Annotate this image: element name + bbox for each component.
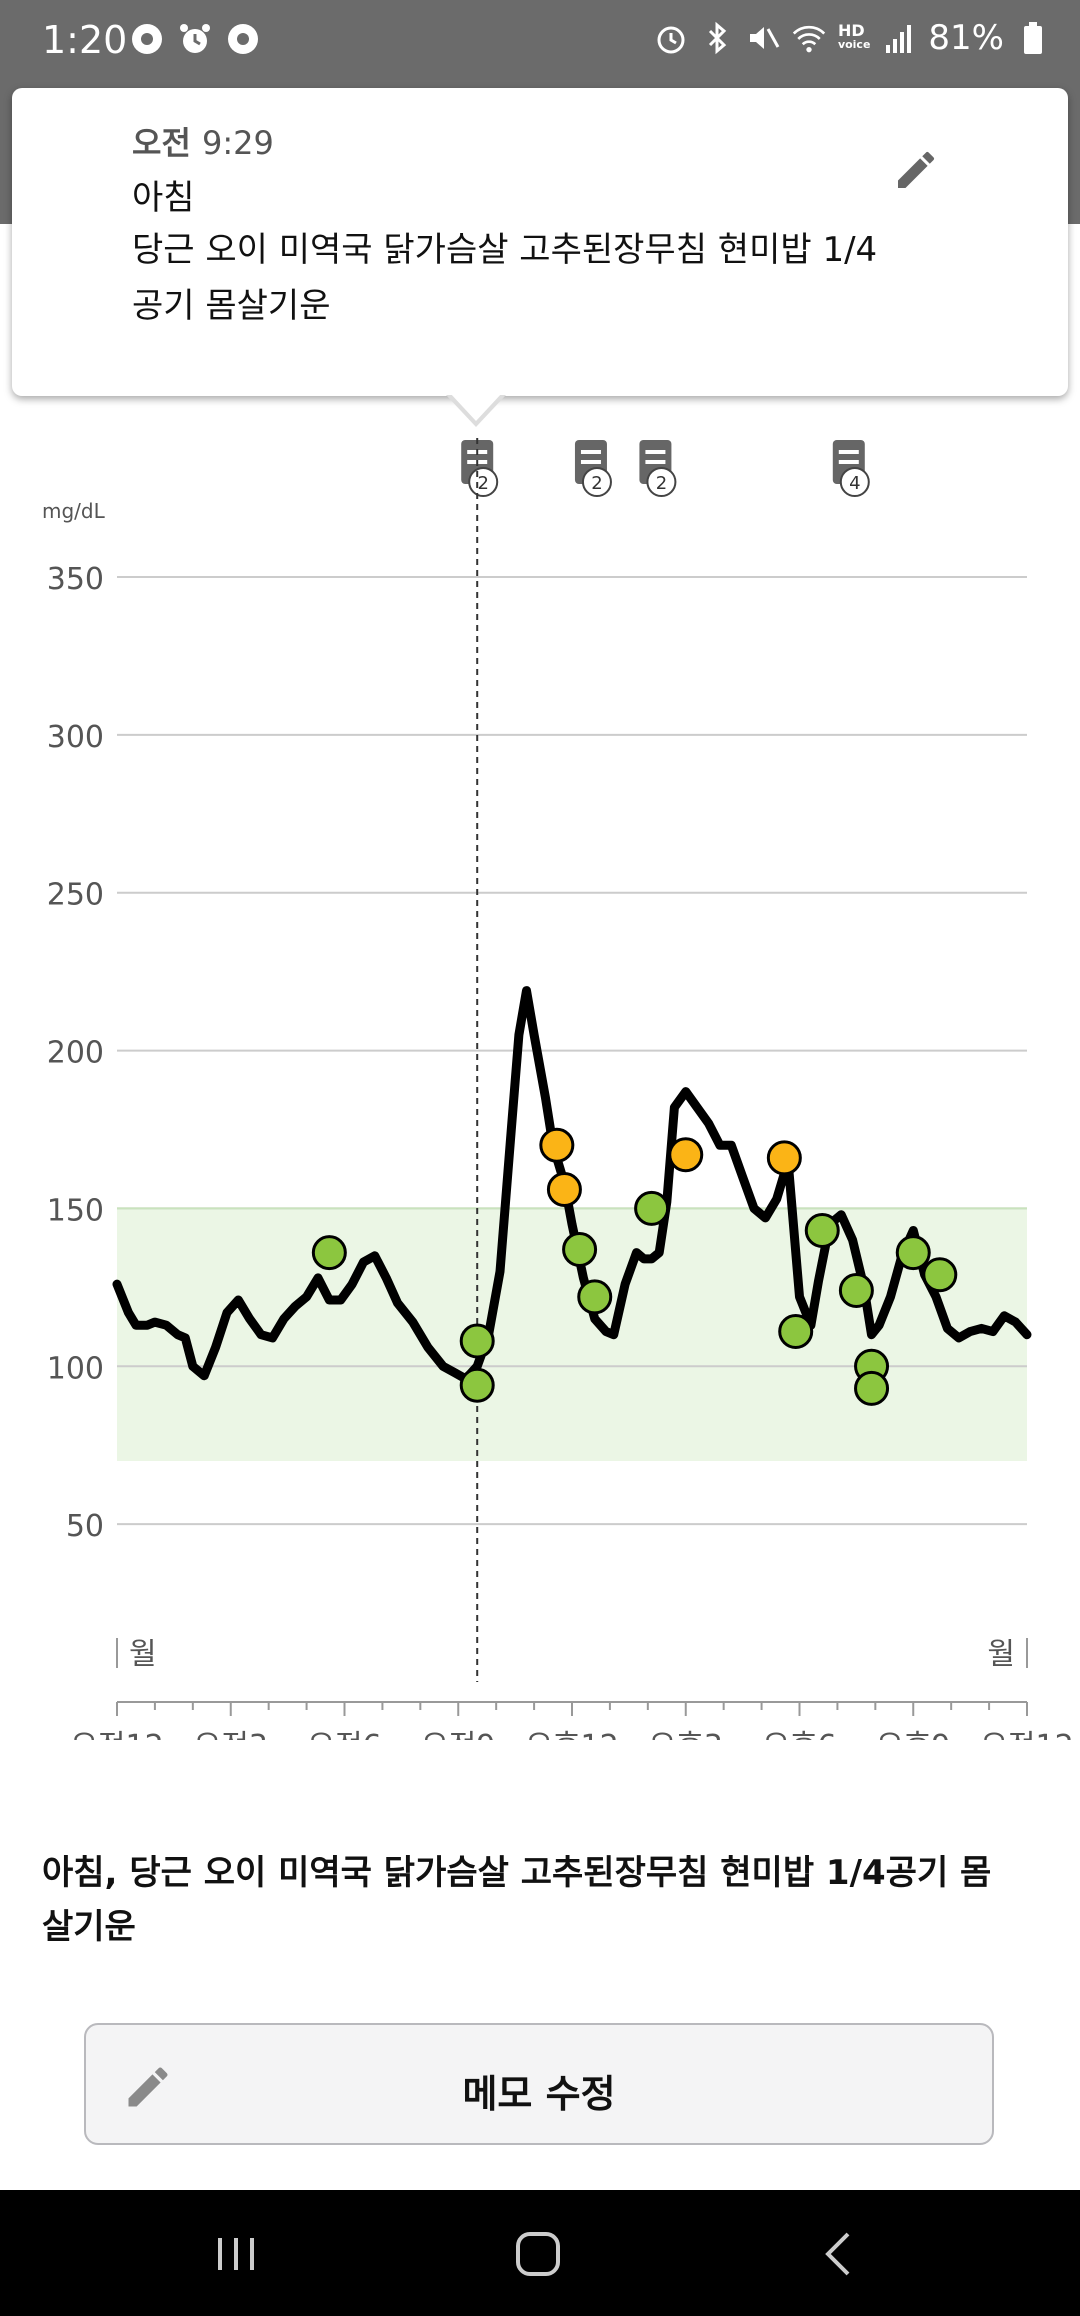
y-tick-label: 100 — [47, 1351, 104, 1386]
reading-point[interactable] — [459, 1323, 495, 1359]
edit-memo-button[interactable]: 메모 수정 — [84, 2023, 994, 2145]
record-icon — [226, 22, 260, 56]
note-icon-line — [838, 460, 859, 464]
memo-marker[interactable] — [832, 440, 870, 497]
status-time: 1:20 — [42, 18, 128, 62]
popup-meal: 아침 — [132, 178, 195, 218]
y-tick-label: 150 — [47, 1193, 104, 1228]
recent-apps-icon[interactable] — [204, 2222, 268, 2286]
x-tick-label: 오전6 — [307, 1729, 381, 1740]
day-label-end: 월 — [987, 1637, 1015, 1672]
memo-count-badge — [581, 467, 612, 497]
y-tick-label: 50 — [66, 1509, 104, 1544]
edit-memo-label: 메모 수정 — [462, 2072, 616, 2116]
pencil-icon — [122, 2061, 174, 2113]
reading-point[interactable] — [766, 1140, 802, 1176]
popup-memo: 당근 오이 미역국 닭가슴살 고추된장무침 현미밥 1/4공기 몸살기운 — [132, 230, 878, 326]
x-tick-label: 오후3 — [649, 1729, 723, 1740]
note-icon-line — [645, 460, 666, 464]
x-tick-label: 오전9 — [421, 1729, 495, 1740]
navigation-bar — [0, 2190, 1080, 2316]
memo-count-badge — [839, 467, 870, 497]
hd-voice-icon: HD voice — [837, 21, 871, 52]
y-tick-label: 350 — [47, 562, 104, 597]
y-tick-label: 250 — [47, 878, 104, 913]
memo-count-label: 2 — [591, 473, 602, 494]
popup-pointer-inner — [450, 393, 502, 421]
signal-icon — [882, 21, 916, 55]
status-bar: 1:20 HD voice 81% — [0, 0, 1080, 74]
y-axis-unit: mg/dL — [42, 499, 106, 523]
memo-count-label: 4 — [849, 473, 860, 494]
y-tick-label: 200 — [47, 1036, 104, 1071]
day-label-start: 월 — [129, 1637, 157, 1672]
x-tick-label: 오전12 — [980, 1729, 1073, 1740]
mute-icon — [746, 21, 780, 55]
reading-point[interactable] — [539, 1127, 575, 1163]
home-icon[interactable] — [506, 2222, 570, 2286]
note-icon-line — [838, 450, 859, 454]
pencil-icon[interactable] — [892, 146, 940, 194]
reading-point[interactable] — [838, 1273, 874, 1309]
memo-text: 아침, 당근 오이 미역국 닭가슴살 고추된장무침 현미밥 1/4공기 몸살기운 — [42, 1853, 992, 1947]
x-tick-label: 오전12 — [70, 1729, 163, 1740]
reading-point[interactable] — [459, 1367, 495, 1403]
note-icon-line — [645, 450, 666, 454]
memo-marker[interactable] — [574, 440, 612, 497]
reading-point[interactable] — [311, 1235, 347, 1271]
reading-point[interactable] — [577, 1279, 613, 1315]
reading-point[interactable] — [854, 1370, 890, 1406]
x-tick-label: 오후12 — [525, 1729, 618, 1740]
reading-point[interactable] — [922, 1257, 958, 1293]
memo-popup-card: 오전 9:29 아침 당근 오이 미역국 닭가슴살 고추된장무침 현미밥 1/4… — [12, 88, 1068, 396]
popup-time: 오전 9:29 — [132, 124, 274, 162]
x-tick-label: 오후9 — [876, 1729, 950, 1740]
system-icons: HD voice 81% — [654, 18, 1050, 58]
reading-point[interactable] — [778, 1314, 814, 1350]
reading-point[interactable] — [804, 1213, 840, 1249]
back-icon[interactable] — [808, 2222, 872, 2286]
alarm-icon — [178, 22, 212, 56]
notification-icons — [130, 22, 260, 56]
reading-point[interactable] — [895, 1235, 931, 1271]
alarm-icon — [654, 21, 688, 55]
reading-point[interactable] — [562, 1231, 598, 1267]
x-tick-label: 오전3 — [194, 1729, 268, 1740]
battery-icon — [1016, 21, 1050, 55]
record-icon — [130, 22, 164, 56]
note-icon-line — [580, 450, 601, 454]
y-tick-label: 300 — [47, 720, 104, 755]
memo-marker[interactable] — [639, 440, 677, 497]
note-icon-line — [580, 460, 601, 464]
reading-point[interactable] — [668, 1137, 704, 1173]
bluetooth-icon — [700, 21, 734, 55]
wifi-icon — [792, 21, 826, 55]
glucose-chart[interactable]: 50 100 150 200 250 300 350 mg/dL 2 2 2 4 오전12 오전3 오전6 오… — [0, 420, 1080, 1740]
reading-point[interactable] — [634, 1190, 670, 1226]
reading-point[interactable] — [546, 1171, 582, 1207]
battery-percent: 81% — [928, 18, 1004, 58]
memo-count-label: 2 — [656, 473, 667, 494]
memo-count-label: 2 — [477, 473, 488, 494]
x-tick-label: 오후6 — [762, 1729, 836, 1740]
memo-count-badge — [646, 467, 677, 497]
